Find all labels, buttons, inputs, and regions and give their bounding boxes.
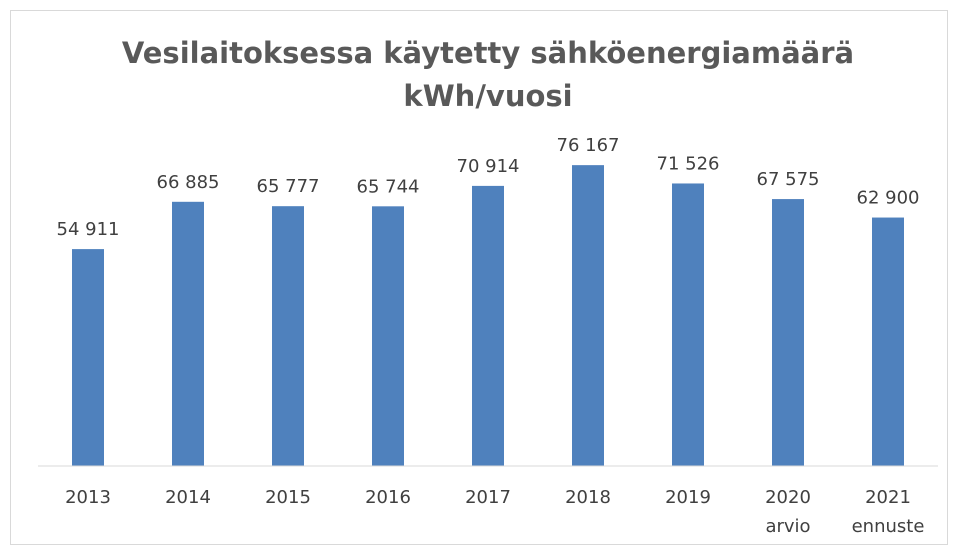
bar [272, 206, 304, 466]
data-label: 71 526 [657, 153, 720, 174]
x-tick-label: 2019 [665, 487, 711, 508]
x-tick-label: 2016 [365, 487, 411, 508]
data-label: 62 900 [857, 188, 920, 209]
bar [572, 165, 604, 466]
x-tick-label: 2014 [165, 487, 211, 508]
bar [472, 185, 504, 466]
bar [172, 201, 204, 466]
bar [772, 199, 804, 467]
x-tick-label: 2018 [565, 487, 611, 508]
bar [872, 217, 904, 466]
data-label: 67 575 [757, 169, 820, 190]
bar [672, 183, 704, 467]
bar [72, 249, 104, 466]
data-label: 66 885 [157, 172, 220, 193]
chart-title: Vesilaitoksessa käytetty sähköenergiamää… [122, 36, 854, 113]
data-label: 65 744 [357, 176, 420, 197]
data-label: 54 911 [57, 219, 120, 240]
data-label: 65 777 [257, 176, 320, 197]
bar [372, 206, 404, 466]
data-label: 76 167 [557, 135, 620, 156]
x-tick-label: 2020 arvio [765, 487, 811, 537]
data-label: 70 914 [457, 156, 520, 177]
x-tick-label: 2013 [65, 487, 111, 508]
x-tick-label: 2017 [465, 487, 511, 508]
x-tick-label: 2015 [265, 487, 311, 508]
x-tick-label: 2021 ennuste [852, 487, 925, 537]
